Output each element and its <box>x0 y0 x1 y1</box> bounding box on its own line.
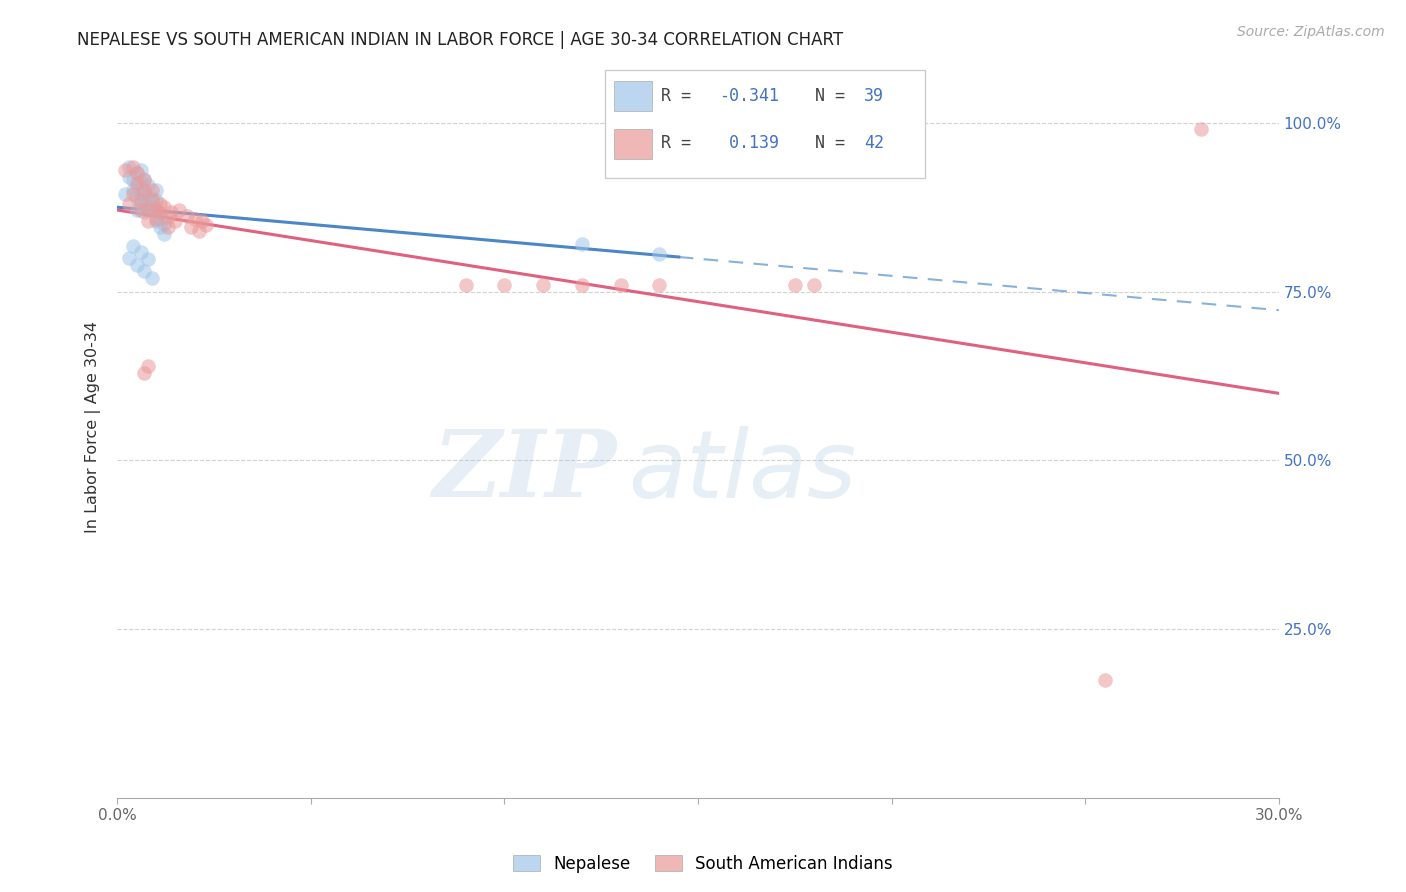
Point <box>145 203 167 218</box>
Point <box>121 183 143 197</box>
Point <box>121 238 143 252</box>
Point <box>149 220 172 235</box>
Point <box>141 202 163 216</box>
Point <box>1094 673 1116 687</box>
Point <box>531 277 554 292</box>
Text: 42: 42 <box>865 134 884 152</box>
Point <box>609 277 631 292</box>
Point <box>149 196 172 211</box>
Point <box>145 183 167 197</box>
Point <box>136 359 159 373</box>
Point <box>152 217 174 231</box>
Point <box>187 224 209 238</box>
Point <box>125 177 148 191</box>
Point <box>125 166 148 180</box>
Point <box>165 213 187 227</box>
Point <box>571 277 593 292</box>
Point <box>141 271 163 285</box>
Point <box>136 200 159 214</box>
Point <box>125 179 148 194</box>
Point <box>134 185 156 199</box>
Point <box>180 220 202 235</box>
Text: ZIP: ZIP <box>433 426 617 516</box>
Point <box>145 202 167 216</box>
Text: Source: ZipAtlas.com: Source: ZipAtlas.com <box>1237 25 1385 39</box>
Text: 39: 39 <box>865 87 884 104</box>
Point <box>803 277 825 292</box>
Point <box>136 178 159 192</box>
Point <box>136 190 159 204</box>
Point <box>129 196 152 211</box>
Point <box>149 211 172 226</box>
Point <box>494 277 516 292</box>
Point <box>134 366 156 380</box>
Point <box>118 169 141 184</box>
Point <box>783 277 806 292</box>
Point <box>195 219 218 233</box>
Bar <box>614 81 651 112</box>
Point <box>129 194 152 208</box>
Point <box>571 237 593 252</box>
Point <box>152 227 174 241</box>
Text: N =: N = <box>794 134 855 152</box>
Point <box>156 211 179 225</box>
Point <box>125 191 148 205</box>
Point <box>125 258 148 272</box>
Point <box>121 173 143 187</box>
Point <box>160 204 183 219</box>
Point <box>136 203 159 218</box>
Point <box>134 173 156 187</box>
Point <box>145 211 167 226</box>
Text: R =: R = <box>661 87 702 104</box>
Point <box>114 186 136 201</box>
Point <box>141 194 163 208</box>
Point <box>125 203 148 218</box>
Point <box>1191 122 1213 136</box>
Text: -0.341: -0.341 <box>718 87 779 104</box>
Point <box>183 211 205 226</box>
Point <box>134 172 156 186</box>
Point <box>152 200 174 214</box>
Point <box>454 277 477 292</box>
Point <box>118 160 141 174</box>
Text: R =: R = <box>661 134 702 152</box>
Point <box>134 183 156 197</box>
Text: 0.139: 0.139 <box>718 134 779 152</box>
Point <box>129 245 152 260</box>
Point <box>145 194 167 208</box>
Point <box>129 175 152 189</box>
Point <box>176 209 198 223</box>
Bar <box>614 128 651 159</box>
Point <box>141 183 163 197</box>
Point <box>129 186 152 201</box>
Point <box>136 252 159 266</box>
Point <box>125 166 148 180</box>
Point <box>134 264 156 278</box>
Point <box>118 251 141 265</box>
Point <box>114 163 136 178</box>
Point <box>136 213 159 227</box>
Point <box>118 196 141 211</box>
Y-axis label: In Labor Force | Age 30-34: In Labor Force | Age 30-34 <box>86 320 101 533</box>
Text: NEPALESE VS SOUTH AMERICAN INDIAN IN LABOR FORCE | AGE 30-34 CORRELATION CHART: NEPALESE VS SOUTH AMERICAN INDIAN IN LAB… <box>77 31 844 49</box>
Point <box>129 203 152 218</box>
Text: atlas: atlas <box>628 425 856 516</box>
Point <box>134 204 156 219</box>
Text: N =: N = <box>794 87 855 104</box>
Point <box>191 213 214 227</box>
Point <box>648 247 671 261</box>
Point <box>156 220 179 235</box>
Legend: Nepalese, South American Indians: Nepalese, South American Indians <box>506 848 900 880</box>
Point <box>121 186 143 201</box>
Point <box>141 191 163 205</box>
Point <box>149 206 172 220</box>
Point <box>121 160 143 174</box>
Point <box>145 213 167 227</box>
Point <box>134 195 156 210</box>
Point <box>129 163 152 178</box>
Point <box>648 277 671 292</box>
FancyBboxPatch shape <box>605 70 925 178</box>
Point <box>167 203 190 218</box>
